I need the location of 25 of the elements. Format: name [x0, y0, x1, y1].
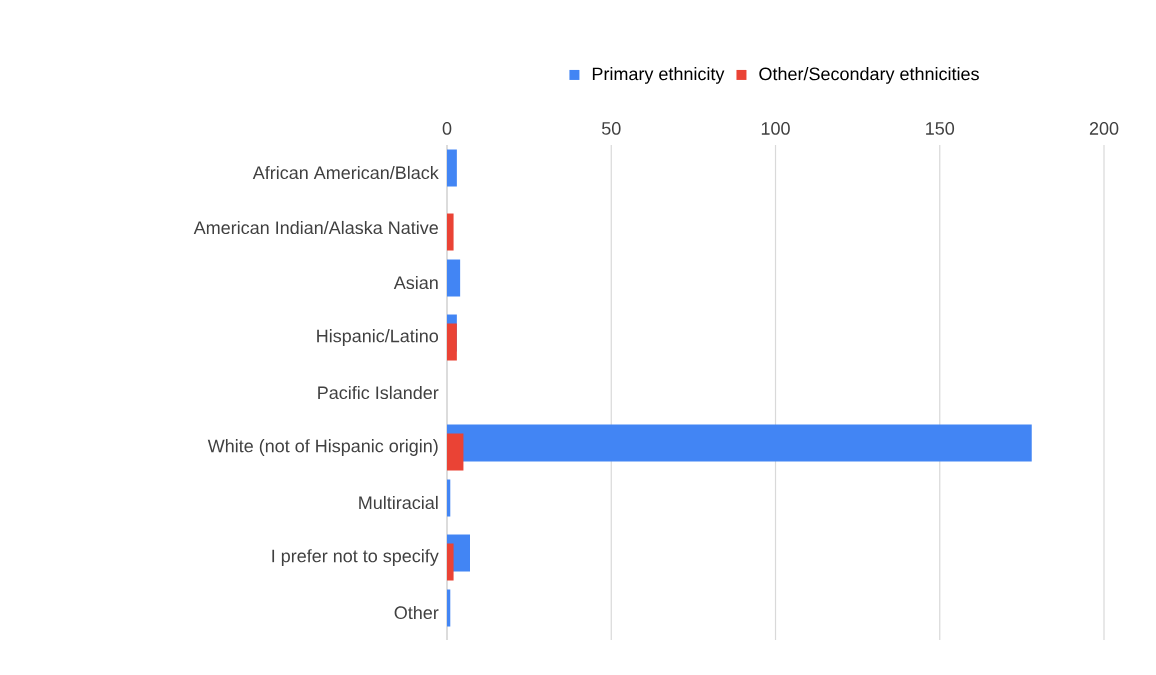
x-tick-label: 150 — [926, 122, 955, 135]
legend-label: Other/Secondary ethnicities — [759, 67, 979, 84]
y-tick-label: American Indian/Alaska Native — [193, 220, 438, 235]
bar — [447, 479, 451, 517]
y-tick-label: Multiracial — [359, 495, 438, 510]
y-tick-label: African American/Black — [252, 165, 439, 180]
bar — [447, 424, 1032, 462]
bar — [447, 589, 451, 627]
bar — [447, 259, 461, 297]
x-tick-label: 200 — [1089, 122, 1119, 135]
bar — [447, 213, 454, 251]
x-tick-label: 50 — [601, 122, 621, 135]
bar — [447, 543, 454, 581]
bar — [447, 149, 457, 187]
y-tick-label: Other — [394, 605, 439, 620]
legend-label: Primary ethnicity — [592, 67, 725, 84]
x-tick-label: 0 — [442, 122, 452, 135]
bar — [447, 323, 457, 361]
y-tick-label: Hispanic/Latino — [317, 329, 439, 346]
y-tick-label: Asian — [393, 275, 438, 290]
bar — [447, 433, 464, 471]
y-tick-label: White (not of Hispanic origin) — [207, 439, 438, 456]
y-tick-label: I prefer not to specify — [272, 549, 439, 566]
x-tick-label: 100 — [761, 122, 790, 135]
y-tick-label: Pacific Islander — [318, 385, 439, 400]
